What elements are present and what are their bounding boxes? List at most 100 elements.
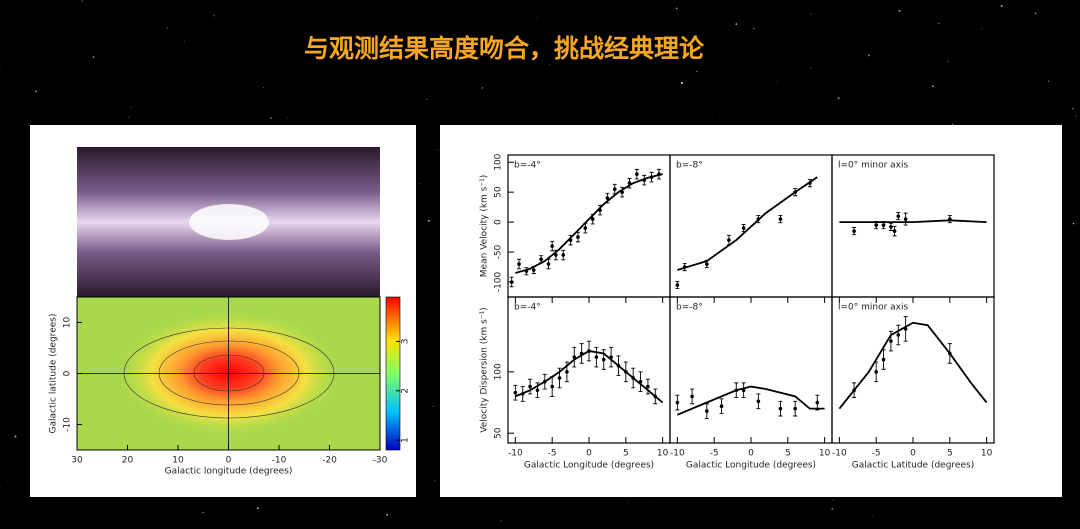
star [938, 22, 940, 25]
watermark-icon [855, 473, 877, 495]
data-point [852, 388, 856, 393]
star [481, 87, 484, 89]
x-tick-label: 0 [586, 449, 592, 459]
contour [158, 340, 300, 406]
star [92, 56, 95, 59]
star [1047, 80, 1050, 82]
x-tick-label: 5 [785, 449, 791, 459]
y-tick-label: 0 [494, 219, 504, 225]
star [810, 13, 812, 15]
star [533, 64, 535, 65]
star [1034, 12, 1037, 15]
data-point [881, 357, 886, 362]
panel-label: b=-4° [514, 303, 541, 313]
watermark: 格致论道讲坛 [888, 471, 1008, 495]
data-point [903, 327, 908, 331]
data-point [793, 406, 797, 411]
y-axis-label: Galactic latitude (degrees) [49, 314, 59, 434]
x-tick-label: -5 [872, 449, 881, 459]
x-tick-label: 10 [981, 449, 993, 459]
data-point [808, 181, 812, 185]
y-tick-label: -50 [494, 244, 504, 259]
data-point [874, 223, 878, 227]
model-line [515, 173, 663, 274]
x-tick-label: 5 [947, 449, 953, 459]
y-axis-label: Velocity Dispersion (km s⁻¹) [480, 307, 490, 432]
x-tick-label: 30 [71, 456, 83, 466]
x-tick-label: -10 [272, 456, 287, 466]
x-tick-label: 0 [910, 449, 916, 459]
star [627, 502, 629, 504]
data-point [576, 235, 580, 239]
star [810, 67, 812, 69]
data-point [624, 370, 628, 374]
star [866, 90, 868, 91]
galaxy-bulge [189, 204, 269, 240]
star [202, 511, 204, 514]
contour [193, 354, 265, 392]
slide-title: 与观测结果高度吻合，挑战经典理论 [304, 34, 705, 63]
star [696, 70, 698, 73]
panel-label: b=-8° [676, 161, 703, 171]
colorbar-tick-label: 2 [401, 388, 411, 394]
data-point [524, 269, 529, 274]
data-point [509, 280, 514, 284]
data-point [705, 262, 709, 266]
star [145, 61, 147, 63]
star [981, 28, 983, 30]
panel-label: l=0° minor axis [838, 303, 909, 313]
data-point [896, 214, 901, 218]
y-tick-label: 50 [494, 186, 504, 198]
data-point [520, 392, 525, 396]
star [871, 515, 873, 516]
star [1072, 107, 1074, 110]
y-tick-label: 100 [494, 363, 504, 380]
star [898, 9, 901, 12]
data-point [579, 351, 584, 356]
data-point [631, 376, 635, 380]
star [256, 507, 259, 510]
star [653, 499, 654, 501]
contour [123, 327, 335, 419]
x-axis-label: Galactic Longitude (degrees) [524, 461, 654, 471]
data-point [881, 223, 886, 227]
star [419, 183, 421, 185]
data-point [719, 404, 724, 408]
star [776, 81, 778, 83]
x-tick-label: -30 [373, 456, 388, 466]
star [59, 23, 60, 24]
data-point [756, 399, 761, 404]
data-point [815, 400, 820, 405]
star [868, 54, 871, 57]
panel-label: b=-4° [514, 161, 541, 171]
data-point [649, 175, 654, 179]
data-point [635, 172, 639, 176]
star [217, 16, 219, 18]
data-point [535, 388, 540, 393]
y-tick-label: -100 [494, 272, 504, 293]
data-point [948, 217, 952, 221]
star [433, 479, 436, 482]
colorbar-tick-label: 3 [401, 339, 411, 345]
data-point [741, 226, 746, 230]
star [952, 123, 954, 125]
data-point [657, 172, 661, 176]
data-point [531, 268, 536, 272]
x-tick-label: -5 [710, 449, 719, 459]
x-axis-label: Galactic Latitude (degrees) [852, 461, 974, 471]
star [14, 435, 17, 438]
data-point [675, 400, 680, 405]
x-tick-label: -5 [548, 449, 557, 459]
data-point [609, 355, 613, 359]
data-point [889, 225, 893, 229]
x-tick-label: 5 [623, 449, 629, 459]
star [386, 513, 389, 516]
data-point [675, 283, 680, 287]
star [213, 15, 215, 17]
data-point [793, 190, 797, 194]
star [446, 47, 447, 49]
data-point [583, 226, 588, 230]
x-tick-label: 10 [172, 456, 184, 466]
data-point [778, 217, 783, 221]
